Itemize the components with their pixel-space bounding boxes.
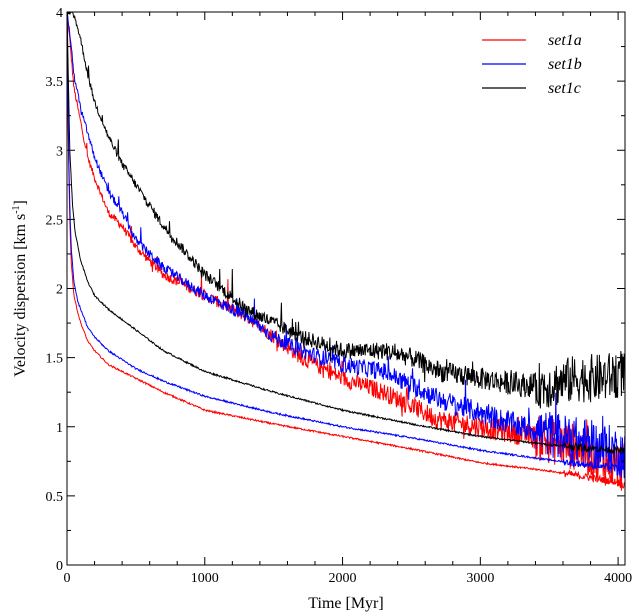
plot-lines — [67, 12, 625, 491]
y-tick-label: 0.5 — [46, 490, 64, 505]
x-tick-label: 0 — [64, 571, 71, 586]
x-tick-label: 4000 — [604, 571, 632, 586]
y-tick-label: 0 — [56, 559, 63, 574]
y-tick-label: 3.5 — [46, 75, 64, 90]
tick-labels: 0 1000 2000 3000 4000 0 0.5 1 1.5 2 2.5 3 3.5 4 — [46, 6, 633, 586]
y-axis-title-end: ] — [12, 200, 29, 205]
series-line-set1b-lower — [67, 12, 625, 473]
plot-frame — [66, 11, 626, 566]
y-axis-title-superscript: -1 — [11, 205, 22, 213]
series-line-set1c-upper — [67, 12, 625, 409]
axis-ticks — [66, 11, 625, 566]
series-line-set1c-lower — [67, 12, 625, 455]
y-tick-label: 2 — [56, 283, 63, 298]
series-line-set1b-upper — [67, 13, 625, 479]
y-axis-title: Velocity dispersion [km s-1] — [11, 200, 29, 377]
legend-label-set1a: set1a — [548, 32, 582, 49]
series-lines — [67, 12, 625, 491]
x-tick-label: 1000 — [191, 571, 219, 586]
x-tick-label: 2000 — [329, 571, 357, 586]
legend-label-set1c: set1c — [548, 80, 581, 97]
y-tick-label: 3 — [56, 144, 63, 159]
legend-label-set1b: set1b — [548, 56, 582, 73]
x-tick-label: 3000 — [466, 571, 494, 586]
y-tick-label: 1 — [56, 421, 63, 436]
y-tick-label: 1.5 — [46, 352, 64, 367]
x-axis-title: Time [Myr] — [308, 595, 383, 612]
y-axis-title-main: Velocity dispersion [km s — [12, 214, 29, 377]
y-tick-label: 2.5 — [46, 213, 64, 228]
legend: set1a set1b set1c — [482, 32, 582, 97]
y-tick-label: 4 — [56, 6, 63, 21]
series-line-set1a-lower — [67, 12, 625, 489]
